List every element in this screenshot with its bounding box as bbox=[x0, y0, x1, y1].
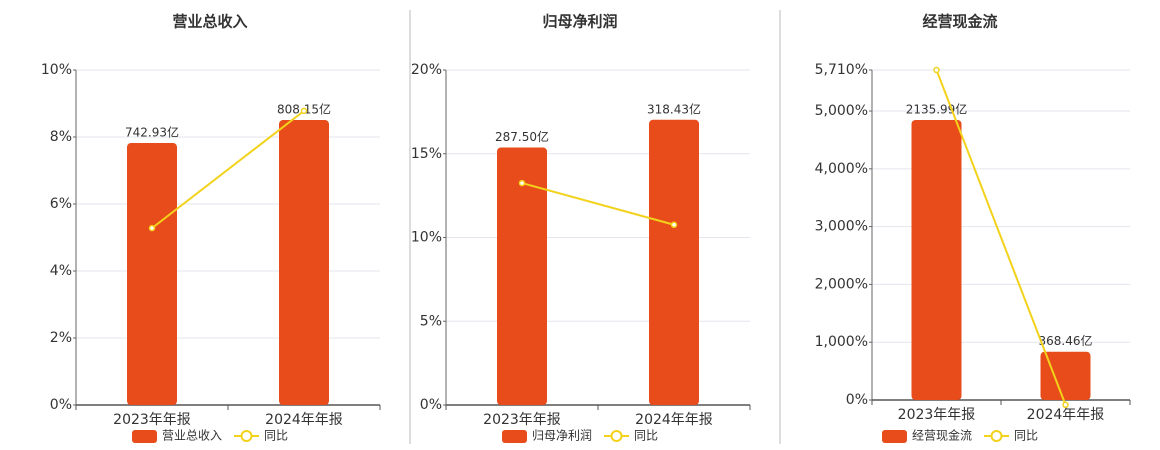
legend-marker bbox=[240, 430, 253, 442]
legend-label: 经营现金流 bbox=[912, 428, 972, 443]
legend-marker bbox=[990, 430, 1003, 442]
line-point bbox=[670, 221, 678, 229]
line-point bbox=[300, 107, 308, 115]
x-tick-label: 2024年年报 bbox=[1027, 407, 1105, 423]
legend-label: 同比 bbox=[264, 429, 288, 443]
value-label: 318.43亿 bbox=[647, 101, 701, 116]
y-tick-label: 2% bbox=[50, 330, 72, 346]
line-point bbox=[148, 224, 156, 232]
y-tick-label: 1,000% bbox=[815, 334, 868, 350]
y-tick-label: 4% bbox=[50, 263, 72, 279]
x-tick-label: 2024年年报 bbox=[265, 412, 343, 428]
line bbox=[151, 110, 305, 229]
legend-swatch bbox=[132, 430, 157, 443]
bar bbox=[127, 143, 177, 406]
x-tick-label: 2023年年报 bbox=[113, 412, 191, 428]
bar bbox=[279, 120, 329, 406]
chart-title: 经营现金流 bbox=[922, 13, 997, 31]
line-point bbox=[1062, 401, 1069, 409]
legend-label: 归母净利润 bbox=[532, 429, 592, 443]
y-tick-label: 0% bbox=[846, 392, 868, 408]
y-tick-label: 4,000% bbox=[815, 161, 868, 177]
line bbox=[935, 69, 1067, 406]
line bbox=[521, 182, 675, 226]
y-tick-label: 0% bbox=[50, 397, 72, 413]
value-label: 2135.99亿 bbox=[906, 101, 968, 116]
legend-label: 同比 bbox=[634, 429, 658, 443]
y-tick-label: 2,000% bbox=[815, 276, 868, 292]
y-tick-label: 5% bbox=[420, 313, 442, 329]
y-tick-label: 20% bbox=[411, 62, 442, 78]
x-tick-label: 2023年年报 bbox=[898, 407, 976, 423]
y-tick-label: 10% bbox=[41, 62, 72, 78]
bar bbox=[1040, 351, 1091, 400]
bar bbox=[649, 119, 699, 405]
legend-label: 营业总收入 bbox=[162, 429, 222, 443]
chart-title: 归母净利润 bbox=[542, 13, 617, 31]
bar bbox=[497, 147, 547, 405]
y-tick-label: 5,000% bbox=[815, 103, 868, 119]
line-point bbox=[518, 179, 526, 187]
line-point bbox=[933, 66, 940, 74]
y-tick-label: 5,710% bbox=[815, 62, 868, 78]
legend-swatch bbox=[882, 430, 907, 443]
value-label: 742.93亿 bbox=[125, 125, 179, 140]
legend-marker bbox=[610, 430, 623, 442]
y-tick-label: 3,000% bbox=[815, 219, 868, 235]
value-label: 368.46亿 bbox=[1039, 333, 1093, 348]
y-tick-label: 6% bbox=[50, 196, 72, 212]
legend-label: 同比 bbox=[1014, 429, 1038, 443]
y-tick-label: 10% bbox=[411, 230, 442, 246]
x-tick-label: 2023年年报 bbox=[483, 412, 561, 428]
bar bbox=[911, 119, 962, 400]
legend-swatch bbox=[502, 430, 527, 443]
chart-title: 营业总收入 bbox=[172, 13, 247, 31]
y-tick-label: 15% bbox=[411, 146, 442, 162]
x-tick-label: 2024年年报 bbox=[635, 412, 713, 428]
y-tick-label: 8% bbox=[50, 129, 72, 145]
value-label: 287.50亿 bbox=[495, 129, 549, 144]
y-tick-label: 0% bbox=[420, 397, 442, 413]
